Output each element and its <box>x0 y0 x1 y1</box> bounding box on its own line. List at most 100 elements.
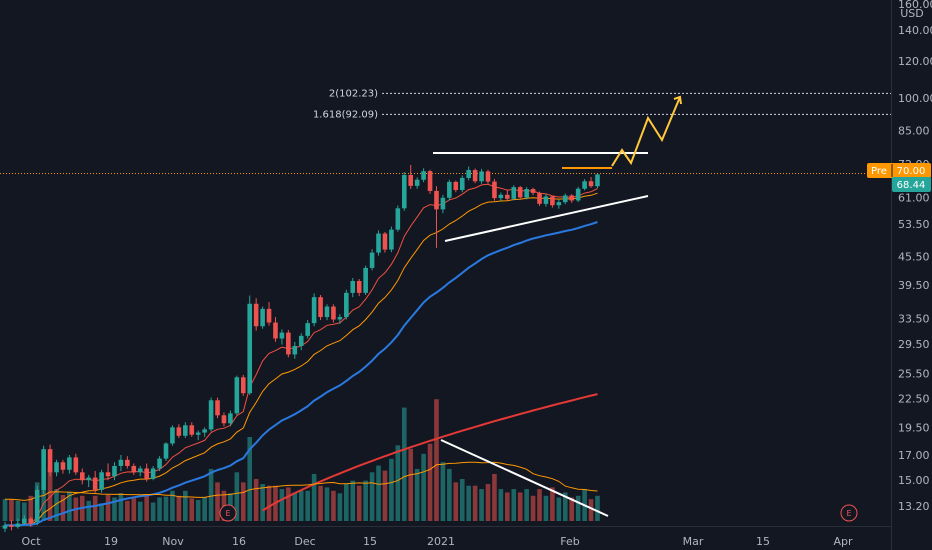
volume-bar <box>492 473 497 521</box>
candle <box>47 449 53 473</box>
candle <box>118 459 124 466</box>
volume-bar <box>247 437 253 521</box>
volume-bar <box>28 495 34 521</box>
candle <box>524 189 529 198</box>
candle <box>550 196 555 206</box>
pattern-drawings[interactable] <box>433 95 682 517</box>
projection-path[interactable] <box>611 96 681 167</box>
candle <box>92 477 98 490</box>
candle <box>472 170 478 182</box>
volume-bar <box>305 490 310 521</box>
time-tick-label: 2021 <box>427 535 455 548</box>
candlesticks <box>2 164 600 533</box>
time-tick-label: Dec <box>294 535 315 548</box>
volume-bar <box>157 497 162 521</box>
candle <box>376 233 381 253</box>
candle <box>240 377 246 394</box>
volume-bar <box>472 485 478 521</box>
earnings-marker-label: E <box>846 509 851 518</box>
price-tick-label: 85.00 <box>898 125 930 138</box>
candle <box>247 303 253 394</box>
volume-bar <box>86 500 92 521</box>
candle <box>215 400 220 416</box>
ma-line <box>4 221 598 527</box>
volume-bar <box>408 448 414 521</box>
candle <box>79 472 85 481</box>
volume-bar <box>22 502 27 521</box>
candle <box>112 465 117 477</box>
last-price-badge-box <box>892 177 931 192</box>
price-tick-label: 140.00 <box>898 24 932 37</box>
volume-bar <box>401 407 407 521</box>
candle <box>273 322 278 339</box>
fibonacci-levels: 2(102.23) 1.618(92.09) <box>313 88 891 120</box>
earnings-marker-label: E <box>225 509 230 518</box>
volume-bar <box>176 495 182 521</box>
candle <box>318 297 323 318</box>
pre-market-badge-box <box>867 163 931 178</box>
candle <box>195 432 201 435</box>
candle <box>137 468 143 473</box>
volume-bar <box>369 472 375 521</box>
volume-bar <box>41 489 46 521</box>
price-tick-label: 160.00 <box>898 0 932 11</box>
candle <box>234 377 240 414</box>
time-tick-label: Apr <box>833 535 853 548</box>
projection-arrowhead[interactable] <box>673 95 682 105</box>
candle <box>86 477 92 481</box>
earnings-marker-circle[interactable] <box>840 504 858 522</box>
price-tick-label: 100.00 <box>898 92 932 105</box>
volume-bar <box>459 479 465 521</box>
earnings-marker-circle[interactable] <box>219 504 237 522</box>
volume-bar <box>144 495 149 521</box>
time-tick-label: 15 <box>363 535 377 548</box>
volume-bar <box>67 492 72 521</box>
candle <box>382 233 388 250</box>
candle <box>389 229 394 250</box>
volume-bar <box>453 482 459 521</box>
price-tick-label: 19.50 <box>898 421 930 434</box>
candle <box>34 489 40 522</box>
triangle-support-line[interactable] <box>444 195 649 242</box>
time-tick-label: 19 <box>104 535 118 548</box>
volume-bar <box>240 482 246 521</box>
volume-bar <box>318 485 323 521</box>
volume-trend-line[interactable] <box>440 439 609 517</box>
volume-bar <box>466 485 471 521</box>
volume-bar <box>517 492 523 521</box>
volume-bar <box>421 453 426 521</box>
price-tick-label: 45.50 <box>898 251 930 264</box>
volume-bar <box>427 443 433 521</box>
volume-bar <box>2 499 8 521</box>
earnings-marker-1[interactable]: E <box>219 504 237 522</box>
earnings-marker-2[interactable]: E <box>840 504 858 522</box>
candle <box>125 459 130 466</box>
price-tick-label: 17.00 <box>898 449 930 462</box>
candle <box>202 429 207 433</box>
volume-bar <box>311 473 317 521</box>
candle <box>228 413 233 424</box>
volume-bar <box>189 498 195 521</box>
volume-bar <box>202 497 207 521</box>
candle <box>492 181 497 199</box>
volume-bar <box>414 468 420 521</box>
candle <box>498 194 504 199</box>
candle <box>253 303 259 327</box>
time-tick-label: Oct <box>21 535 41 548</box>
volume-bar <box>569 497 575 521</box>
candle <box>144 468 149 479</box>
volume-bars <box>2 399 600 521</box>
volume-bar <box>92 495 98 521</box>
candle <box>447 181 452 198</box>
volume-bar <box>112 497 117 521</box>
volume-bar <box>562 492 568 521</box>
candle <box>99 472 104 490</box>
time-tick-label: Mar <box>683 535 704 548</box>
volume-bar <box>292 492 298 521</box>
volume-bar <box>215 482 220 521</box>
time-axis-ticks: Oct 19 Nov 16 Dec 15 2021 Feb Mar 15 Apr <box>21 535 853 548</box>
volume-bar <box>163 496 169 521</box>
candle <box>369 252 375 268</box>
